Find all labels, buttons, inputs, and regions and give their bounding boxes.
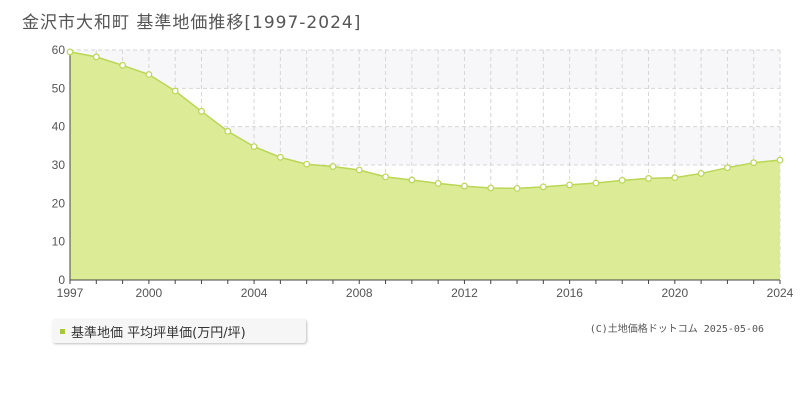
y-tick-label: 50: [52, 81, 66, 95]
data-point: [487, 184, 495, 192]
data-point: [539, 183, 547, 191]
data-point: [513, 184, 521, 192]
legend-label: 基準地価 平均坪単価(万円/坪): [71, 325, 246, 341]
data-point: [776, 156, 784, 164]
data-point: [224, 127, 232, 135]
y-tick-label: 0: [58, 273, 65, 287]
data-point: [724, 164, 731, 172]
data-point: [750, 159, 758, 167]
data-point: [618, 176, 626, 184]
y-tick-label: 40: [52, 120, 66, 134]
data-point: [66, 48, 74, 56]
x-tick-label: 2000: [136, 286, 163, 300]
data-point: [329, 163, 337, 170]
x-tick-label: 2020: [661, 286, 688, 300]
data-point: [592, 179, 600, 187]
legend: 基準地価 平均坪単価(万円/坪): [52, 319, 306, 343]
data-point: [408, 176, 416, 184]
page-title: 金沢市大和町 基準地価推移[1997-2024]: [22, 13, 362, 33]
data-point: [671, 174, 679, 182]
data-point: [276, 153, 284, 161]
data-point: [171, 87, 179, 95]
series-line: [69, 51, 781, 190]
x-tick-label: 2024: [767, 286, 794, 300]
y-tick-label: 30: [52, 158, 66, 172]
x-tick-label: 2004: [241, 286, 268, 300]
data-point: [461, 182, 468, 190]
copyright-text: (C)土地価格ドットコム 2025-05-06: [589, 324, 764, 335]
background-band: [70, 50, 780, 89]
x-tick-label: 2008: [346, 286, 373, 300]
data-point: [303, 160, 311, 168]
x-tick-label: 2012: [451, 286, 478, 300]
data-point: [145, 71, 153, 78]
y-tick-label: 20: [52, 196, 66, 210]
y-tick-label: 60: [52, 43, 66, 57]
x-tick-label: 2016: [556, 286, 583, 300]
data-point: [119, 61, 126, 69]
area-fill: [70, 51, 780, 280]
data-point: [92, 53, 100, 61]
data-point: [198, 107, 205, 115]
x-tick-label: 1997: [57, 286, 84, 300]
data-point: [434, 179, 442, 187]
data-point: [566, 181, 574, 189]
data-point: [382, 173, 389, 181]
data-point: [645, 175, 652, 182]
data-point: [697, 170, 705, 177]
y-tick-label: 10: [52, 235, 66, 249]
data-point: [250, 143, 258, 151]
data-point: [355, 166, 363, 174]
legend-marker: [60, 328, 65, 334]
